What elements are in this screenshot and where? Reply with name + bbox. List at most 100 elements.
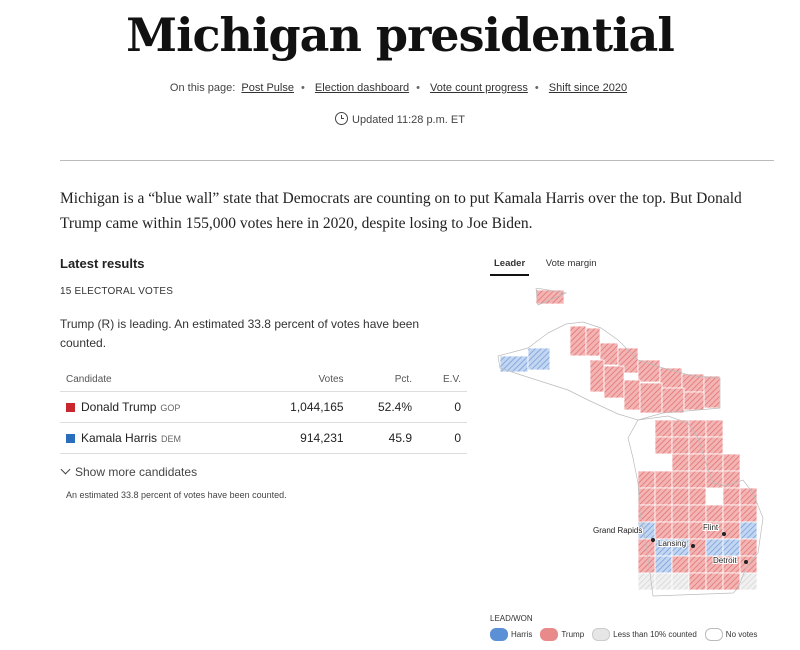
separator-dot: • xyxy=(416,82,420,94)
county-no-votes xyxy=(637,419,656,438)
link-shift-since-2020[interactable]: Shift since 2020 xyxy=(548,82,628,94)
page-title: Michigan presidential xyxy=(126,8,675,62)
county-no-votes xyxy=(569,355,591,387)
separator-dot: • xyxy=(534,82,539,94)
county-harris xyxy=(527,347,551,371)
county-trump xyxy=(688,453,707,472)
county-trump xyxy=(683,391,705,411)
county-trump xyxy=(705,419,724,438)
county-shapes xyxy=(499,289,758,591)
city-dot xyxy=(691,544,695,548)
updated-text: Updated 11:28 p.m. ET xyxy=(352,114,465,126)
county-trump xyxy=(722,453,741,472)
city-label: Detroit xyxy=(713,556,737,565)
county-trump xyxy=(654,487,673,506)
separator-dot: • xyxy=(301,82,305,94)
county-trump xyxy=(637,487,656,506)
intro-paragraph: Michigan is a “blue wall” state that Dem… xyxy=(60,190,742,232)
ev-cell: 0 xyxy=(418,391,467,423)
chevron-down-icon xyxy=(60,464,71,475)
county-trump xyxy=(688,436,707,455)
candidate-name: Donald Trump xyxy=(81,400,157,414)
county-trump xyxy=(603,365,625,399)
legend-label: Less than 10% counted xyxy=(613,630,697,639)
link-election-dashboard[interactable]: Election dashboard xyxy=(314,82,410,94)
pct-cell: 45.9 xyxy=(349,422,418,454)
electoral-votes-label: 15 ELECTORAL VOTES xyxy=(60,286,174,297)
legend-label: No votes xyxy=(725,630,758,639)
tab-vote-margin[interactable]: Vote margin xyxy=(545,258,597,269)
county-trump xyxy=(637,504,656,523)
link-vote-count-progress[interactable]: Vote count progress xyxy=(430,82,528,94)
county-less-than-10 xyxy=(637,572,656,591)
county-trump xyxy=(671,504,690,523)
michigan-county-map[interactable]: Grand Rapids Lansing Flint Detroit xyxy=(488,288,773,608)
county-trump xyxy=(739,538,758,557)
county-trump xyxy=(637,470,656,489)
votes-cell: 1,044,165 xyxy=(243,391,350,423)
county-trump xyxy=(722,504,741,523)
county-no-votes xyxy=(549,365,571,389)
results-status: Trump (R) is leading. An estimated 33.8 … xyxy=(60,317,420,350)
county-harris xyxy=(739,521,758,540)
county-trump xyxy=(722,470,741,489)
county-trump xyxy=(671,470,690,489)
county-trump xyxy=(589,359,605,393)
city-label: Grand Rapids xyxy=(593,526,642,535)
legend-item-harris: Harris xyxy=(490,628,532,641)
column-votes: Votes xyxy=(243,370,350,392)
county-trump xyxy=(623,379,641,411)
county-less-than-10 xyxy=(671,572,690,591)
city-label: Flint xyxy=(703,523,719,532)
county-trump xyxy=(654,470,673,489)
county-trump xyxy=(654,504,673,523)
county-no-votes xyxy=(637,453,656,472)
county-trump xyxy=(688,487,707,506)
county-no-votes xyxy=(549,335,571,367)
harris-color-swatch xyxy=(66,434,75,443)
county-trump xyxy=(722,572,741,591)
county-trump xyxy=(705,470,724,489)
on-this-page-nav: On this page: Post Pulse • Election dashb… xyxy=(0,82,800,94)
divider xyxy=(60,160,774,161)
map-legend: Harris Trump Less than 10% counted No vo… xyxy=(490,628,765,641)
updated-timestamp: Updated 11:28 p.m. ET xyxy=(0,112,800,126)
results-table: Candidate Votes Pct. E.V. Donald Trump GO… xyxy=(60,370,467,454)
county-trump xyxy=(661,387,685,414)
city-dot xyxy=(722,532,726,536)
results-footnote: An estimated 33.8 percent of votes have … xyxy=(66,490,287,500)
party-label: DEM xyxy=(161,434,182,444)
city-dot xyxy=(744,560,748,564)
county-no-votes xyxy=(654,453,673,472)
county-trump xyxy=(654,521,673,540)
legend-item-less-than-10: Less than 10% counted xyxy=(592,628,697,641)
legend-item-no-votes: No votes xyxy=(704,628,758,641)
county-trump xyxy=(671,436,690,455)
clock-icon xyxy=(335,112,349,125)
county-no-votes xyxy=(637,436,656,455)
candidate-cell: Kamala Harris DEM xyxy=(60,422,244,454)
tab-leader[interactable]: Leader xyxy=(490,258,530,276)
legend-swatch xyxy=(540,628,559,641)
county-trump xyxy=(688,572,707,591)
link-post-pulse[interactable]: Post Pulse xyxy=(241,82,294,94)
county-trump xyxy=(659,367,683,389)
column-candidate: Candidate xyxy=(60,370,244,392)
show-more-label: Show more candidates xyxy=(75,465,198,479)
legend-swatch xyxy=(592,628,611,641)
city-markers: Grand Rapids Lansing Flint Detroit xyxy=(592,522,748,566)
table-row: Kamala Harris DEM 914,231 45.9 0 xyxy=(60,422,467,454)
county-trump xyxy=(639,382,663,414)
county-trump xyxy=(739,504,758,523)
county-trump xyxy=(688,504,707,523)
county-trump xyxy=(705,504,724,523)
county-trump xyxy=(654,419,673,438)
candidate-cell: Donald Trump GOP xyxy=(60,391,244,423)
show-more-candidates-button[interactable]: Show more candidates xyxy=(60,464,198,479)
county-less-than-10 xyxy=(654,572,673,591)
county-trump xyxy=(585,327,601,357)
legend-swatch xyxy=(490,628,508,641)
city-label: Lansing xyxy=(658,539,686,548)
trump-color-swatch xyxy=(66,403,75,412)
county-trump xyxy=(688,538,707,557)
